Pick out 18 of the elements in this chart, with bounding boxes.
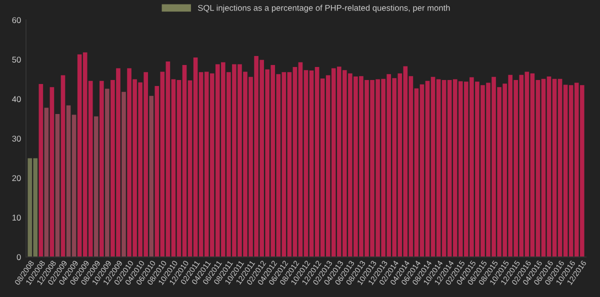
bar xyxy=(94,116,98,257)
y-tick-label: 40 xyxy=(12,96,21,102)
y-tick-label: 0 xyxy=(16,254,21,260)
bar xyxy=(38,84,44,257)
y-tick-label: 60 xyxy=(12,17,21,24)
bar xyxy=(60,75,66,257)
y-tick-label: 10 xyxy=(12,214,21,221)
bar xyxy=(55,114,60,257)
bar xyxy=(50,87,54,257)
legend-label: SQL injections as a percentage of PHP-related questions, per month xyxy=(198,4,450,12)
bar xyxy=(44,108,49,257)
bar xyxy=(100,80,104,257)
y-tick-label: 20 xyxy=(12,175,21,182)
y-tick-label: 30 xyxy=(12,136,21,142)
bar xyxy=(149,96,154,257)
bar xyxy=(105,88,110,257)
y-tick-label: 50 xyxy=(12,56,21,63)
bar xyxy=(122,92,126,257)
